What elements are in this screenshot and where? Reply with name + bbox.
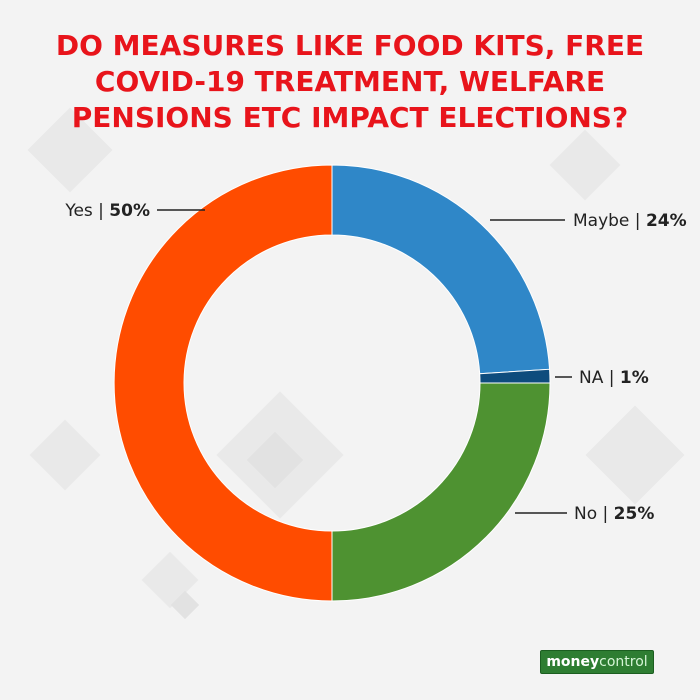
- logo-text-money: money: [546, 654, 600, 670]
- slice-label-no: No | 25%: [574, 504, 654, 524]
- slice-label-yes: Yes | 50%: [64, 201, 150, 221]
- slice-yes: [113, 164, 333, 602]
- title-line-1: DO MEASURES LIKE FOOD KITS, FREE: [55, 29, 645, 62]
- slice-maybe: [331, 164, 551, 375]
- title-line-2: COVID-19 TREATMENT, WELFARE: [94, 65, 606, 98]
- slice-label-na: NA | 1%: [579, 368, 649, 388]
- slice-label-maybe: Maybe | 24%: [573, 211, 687, 231]
- moneycontrol-logo: moneycontrol: [540, 650, 654, 674]
- page-title: DO MEASURES LIKE FOOD KITS, FREE COVID-1…: [0, 28, 700, 136]
- logo-text-control: control: [599, 654, 648, 670]
- slice-no: [331, 382, 551, 602]
- title-line-3: PENSIONS ETC IMPACT ELECTIONS?: [71, 101, 629, 134]
